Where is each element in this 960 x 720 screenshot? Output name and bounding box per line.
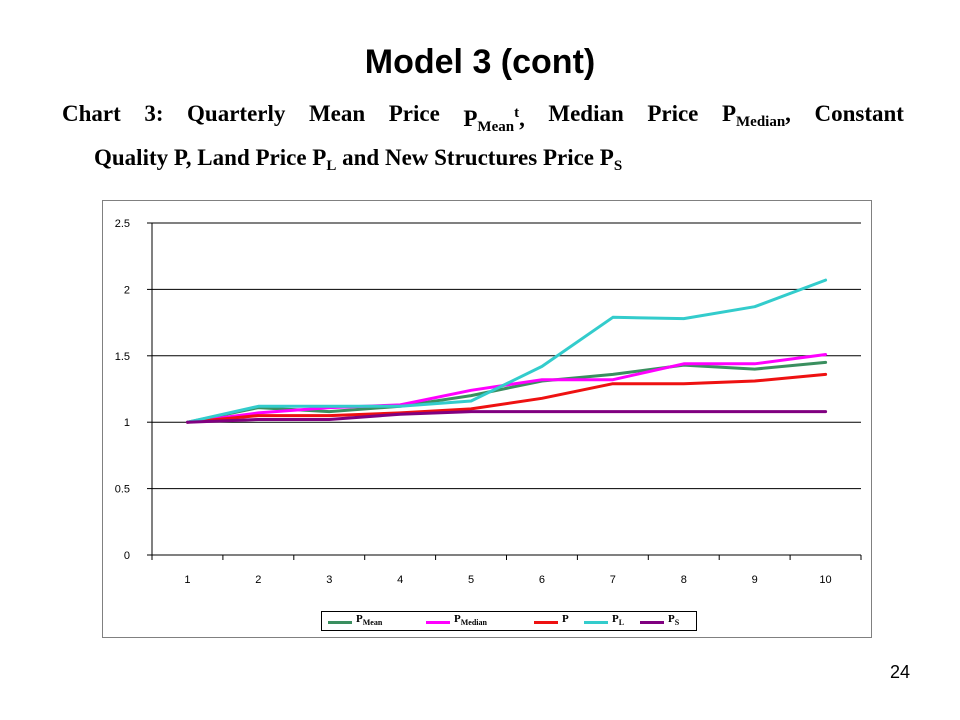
legend-label-subscript: L bbox=[618, 618, 625, 627]
legend-label-base: P bbox=[612, 613, 619, 625]
x-tick-label: 3 bbox=[326, 574, 332, 586]
subtitle-symbol-subscript: Mean bbox=[477, 119, 515, 135]
legend-label: PMedian bbox=[454, 613, 487, 627]
chart-legend: PMean PMedian P PL PS bbox=[321, 611, 697, 631]
legend-label: PS bbox=[668, 613, 679, 627]
y-tick-label: 2.5 bbox=[115, 218, 130, 230]
subtitle-text: Quality P, Land Price P bbox=[94, 145, 327, 170]
subtitle-text: and New Structures Price P bbox=[336, 145, 614, 170]
legend-swatch bbox=[640, 621, 664, 624]
legend-label-subscript: S bbox=[674, 618, 680, 627]
chart-area: 0 0.5 1 1.5 2 2.5 1 2 3 4 5 6 7 8 9 10 PMean PMedian P … bbox=[102, 200, 872, 638]
y-tick-label: 0.5 bbox=[115, 484, 130, 496]
y-tick-label: 1 bbox=[124, 417, 130, 429]
subtitle-symbol-p-median: PMedian, bbox=[722, 100, 791, 130]
x-tick-label: 9 bbox=[752, 574, 758, 586]
page-number: 24 bbox=[889, 662, 911, 682]
axes: 0 0.5 1 1.5 2 2.5 1 2 3 4 5 6 7 8 9 10 bbox=[115, 218, 862, 586]
x-tick-label: 1 bbox=[184, 574, 190, 586]
subtitle-symbol-base: P bbox=[721, 101, 736, 126]
x-tick-label: 8 bbox=[681, 574, 687, 586]
legend-label: P bbox=[562, 613, 569, 627]
series-line-p bbox=[186, 372, 828, 424]
legend-label-base: P bbox=[668, 613, 675, 625]
subtitle-line-1: Chart 3: Quarterly Mean Price PMeant, Me… bbox=[62, 100, 904, 135]
chart-subtitle: Chart 3: Quarterly Mean Price PMeant, Me… bbox=[62, 100, 904, 180]
legend-label: PL bbox=[612, 613, 624, 627]
subtitle-symbol-superscript: t bbox=[514, 105, 520, 121]
legend-label-subscript: Mean bbox=[362, 618, 383, 627]
subtitle-word: 3: bbox=[144, 101, 164, 126]
subtitle-word: Median bbox=[548, 101, 624, 126]
y-tick-label: 0 bbox=[124, 550, 130, 562]
subtitle-word: Quarterly bbox=[187, 101, 286, 126]
subtitle-word: Price bbox=[388, 101, 440, 126]
subtitle-symbol-subscript: L bbox=[326, 158, 337, 174]
subtitle-comma: , bbox=[785, 101, 791, 126]
x-tick-label: 5 bbox=[468, 574, 474, 586]
y-tick-label: 1.5 bbox=[115, 351, 130, 363]
x-tick-label: 4 bbox=[397, 574, 403, 586]
series-line-p-s bbox=[186, 410, 828, 424]
legend-label-base: P bbox=[562, 613, 569, 625]
line-chart: 0 0.5 1 1.5 2 2.5 1 2 3 4 5 6 7 8 9 10 bbox=[115, 218, 862, 586]
legend-swatch bbox=[328, 621, 352, 624]
subtitle-symbol-subscript: Median bbox=[736, 114, 786, 130]
x-tick-label: 2 bbox=[255, 574, 261, 586]
subtitle-symbol-p-mean: PMeant, bbox=[463, 100, 525, 135]
subtitle-symbol-subscript: S bbox=[613, 158, 623, 174]
legend-swatch bbox=[534, 621, 558, 624]
y-tick-label: 2 bbox=[124, 284, 130, 296]
series-lines bbox=[186, 278, 828, 424]
legend-swatch bbox=[584, 621, 608, 624]
gridlines bbox=[152, 222, 861, 490]
legend-label: PMean bbox=[356, 613, 382, 627]
subtitle-word: Price bbox=[647, 101, 699, 126]
legend-swatch bbox=[426, 621, 450, 624]
slide-title: Model 3 (cont) bbox=[364, 43, 596, 81]
x-tick-label: 6 bbox=[539, 574, 545, 586]
series-line-p-l bbox=[186, 278, 828, 424]
subtitle-comma: , bbox=[519, 106, 525, 131]
x-tick-label: 7 bbox=[610, 574, 616, 586]
subtitle-symbol-base: P bbox=[463, 106, 478, 131]
legend-label-base: P bbox=[356, 613, 363, 625]
legend-label-base: P bbox=[454, 613, 461, 625]
legend-label-subscript: Median bbox=[460, 618, 487, 627]
series-line-p-mean bbox=[186, 360, 828, 424]
x-tick-label: 10 bbox=[819, 574, 831, 586]
subtitle-word: Mean bbox=[308, 101, 366, 126]
subtitle-line-2: Quality P, Land Price PL and New Structu… bbox=[62, 144, 904, 180]
subtitle-word: Chart bbox=[62, 101, 121, 126]
subtitle-word: Constant bbox=[814, 101, 904, 126]
